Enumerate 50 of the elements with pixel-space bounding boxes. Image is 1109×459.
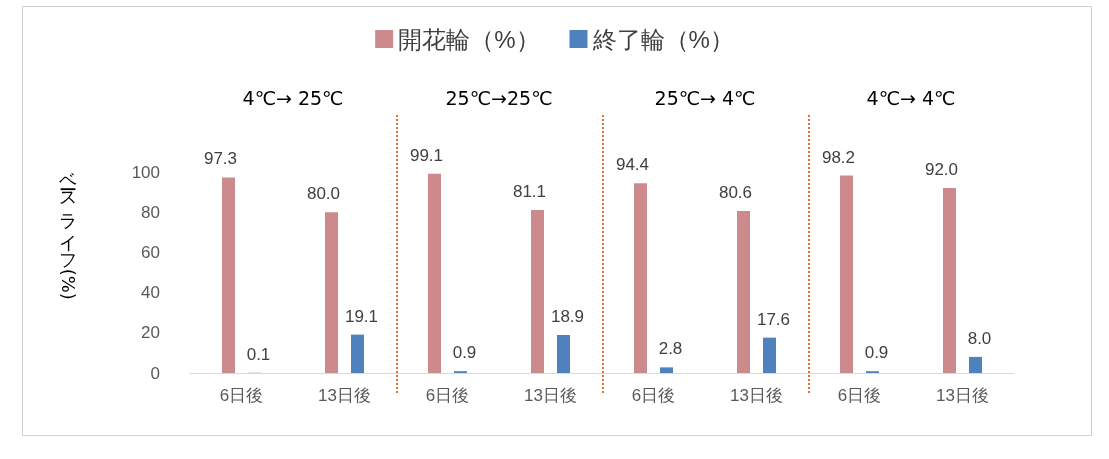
data-label: 8.0 xyxy=(967,328,992,348)
bar xyxy=(325,212,338,373)
bar xyxy=(763,337,776,373)
x-tick-label: 6日後 xyxy=(219,386,264,405)
data-label: 0.9 xyxy=(452,343,477,363)
data-label: 94.4 xyxy=(615,155,650,175)
text: 4℃→ 4℃ xyxy=(866,87,956,109)
data-label: 81.1 xyxy=(512,181,547,201)
y-tick-label: 40 xyxy=(141,283,160,303)
bar xyxy=(531,209,544,373)
x-tick-label: 6日後 xyxy=(425,386,470,405)
legend-label: 開花輪（%） xyxy=(398,25,540,53)
data-label: 0.9 xyxy=(864,343,889,363)
data-label: 0.1 xyxy=(246,344,271,364)
x-tick-label: 13日後 xyxy=(936,386,989,405)
bar xyxy=(737,210,750,373)
y-tick-label: 60 xyxy=(141,242,160,262)
data-label: 80.6 xyxy=(718,182,753,202)
text: 25℃→ 4℃ xyxy=(654,87,756,109)
data-label: 19.1 xyxy=(344,306,379,326)
bar xyxy=(557,335,570,373)
x-tick-label: 13日後 xyxy=(524,386,577,405)
x-tick-label: 13日後 xyxy=(730,386,783,405)
bar xyxy=(634,183,647,373)
data-label: 18.9 xyxy=(550,307,585,327)
bar xyxy=(428,173,441,373)
legend-label: 終了輪（%） xyxy=(591,25,734,53)
bar xyxy=(222,177,235,373)
x-tick-label: 6日後 xyxy=(837,386,882,405)
data-label: 97.3 xyxy=(203,149,238,169)
y-tick-label: 100 xyxy=(131,162,160,182)
y-tick-label: 0 xyxy=(150,363,160,383)
y-tick-label: 20 xyxy=(141,323,160,343)
data-label: 2.8 xyxy=(658,339,683,359)
text: 25℃→25℃ xyxy=(445,87,553,109)
data-label: 17.6 xyxy=(756,309,791,329)
x-tick-label: 13日後 xyxy=(318,386,371,405)
y-axis-title: ベースライフ (%) xyxy=(57,160,80,300)
bar xyxy=(969,356,982,373)
data-label: 99.1 xyxy=(409,145,444,165)
y-tick-label: 80 xyxy=(141,202,160,222)
bar xyxy=(351,334,364,373)
data-label: 92.0 xyxy=(924,160,959,180)
x-tick-label: 6日後 xyxy=(631,386,676,405)
bar xyxy=(943,188,956,373)
bar xyxy=(840,175,853,373)
data-label: 80.0 xyxy=(306,184,341,204)
text: 4℃→ 25℃ xyxy=(242,87,344,109)
data-label: 98.2 xyxy=(821,147,856,167)
bar xyxy=(660,367,673,373)
